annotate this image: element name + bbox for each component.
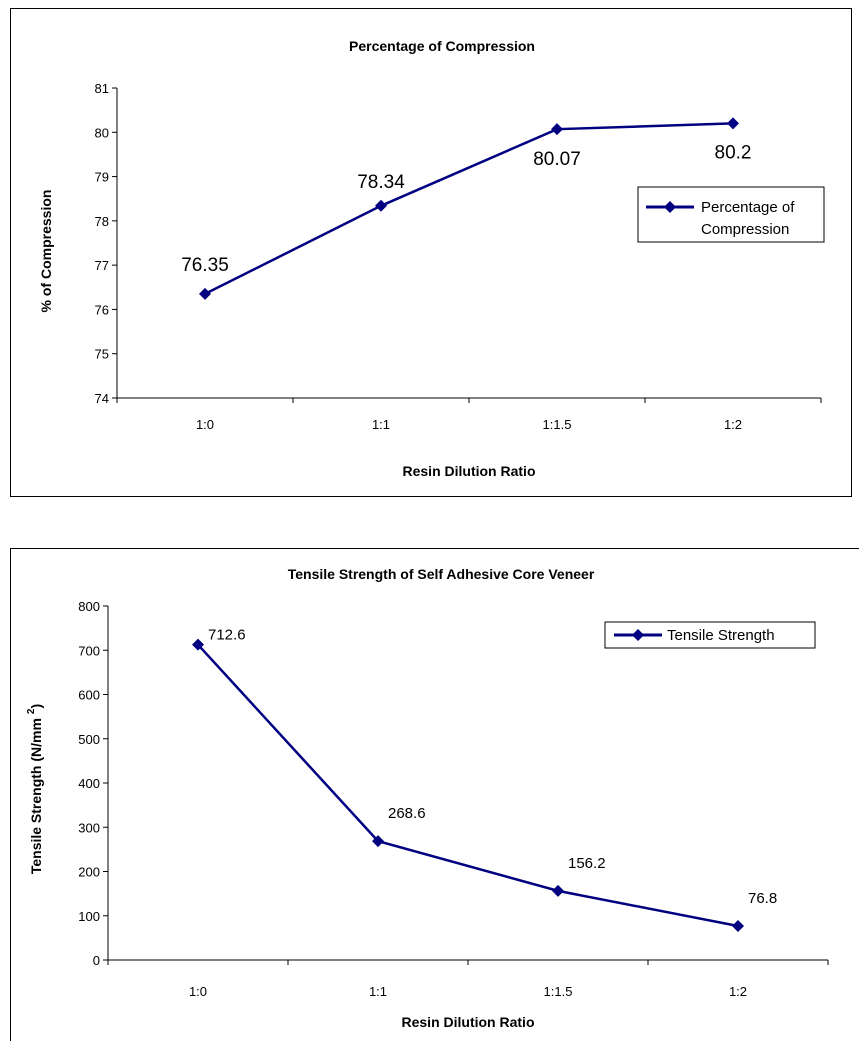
data-point [552,884,564,897]
data-point [192,638,204,651]
data-label: 80.2 [715,142,752,163]
legend-text-line-2: Compression [701,221,789,238]
y-axis-label-superscript: 2 [26,708,37,714]
y-tick-label: 74 [95,391,109,406]
legend-box [604,621,816,649]
x-tick-label: 1:1.5 [544,984,573,999]
x-tick-label: 1:1.5 [543,417,572,432]
y-axis-label: % of Compression [38,190,54,313]
x-tick-label: 1:0 [189,984,207,999]
y-tick-label: 300 [78,820,100,835]
x-tick-label: 1:0 [196,417,214,432]
y-tick-label: 75 [95,347,109,362]
x-tick-label: 1:1 [372,417,390,432]
y-tick-label: 81 [95,81,109,96]
compression-chart: Percentage of Compression Resin Dilution… [10,8,852,497]
data-point [551,123,563,136]
y-tick-label: 100 [78,909,100,924]
legend: Tensile Strength [604,621,816,649]
y-tick-label: 76 [95,302,109,317]
tensile-strength-chart: Tensile Strength of Self Adhesive Core V… [10,548,859,1041]
data-label: 268.6 [388,805,426,822]
y-tick-label: 80 [95,125,109,140]
x-tick-label: 1:1 [369,984,387,999]
y-tick-label: 200 [78,865,100,880]
data-point [375,199,387,212]
data-label: 712.6 [208,627,246,644]
y-axis-label-close: ) [28,704,44,709]
y-tick-label: 0 [93,953,100,968]
legend: Percentage of Compression [637,186,825,243]
y-axis-label: Tensile Strength (N/mm 2) [26,704,44,874]
y-tick-label: 700 [78,643,100,658]
data-point [727,117,739,130]
legend-text: Tensile Strength [667,627,775,644]
x-tick-label: 1:2 [729,984,747,999]
y-tick-label: 500 [78,732,100,747]
y-tick-label: 77 [95,258,109,273]
data-label: 80.07 [533,149,581,170]
x-tick-label: 1:2 [724,417,742,432]
data-label: 76.35 [181,255,229,276]
y-tick-label: 78 [95,214,109,229]
tensile-strength-chart-svg: Tensile Strength of Self Adhesive Core V… [26,566,829,1030]
data-point [732,920,744,933]
data-label: 156.2 [568,855,606,872]
x-axis-label: Resin Dilution Ratio [402,1014,535,1030]
data-point [372,835,384,848]
compression-chart-svg: Percentage of Compression Resin Dilution… [38,38,825,479]
x-axis-label: Resin Dilution Ratio [403,463,536,479]
series-line [197,643,739,928]
data-label: 76.8 [748,890,777,907]
y-tick-label: 600 [78,688,100,703]
data-label: 78.34 [357,172,405,193]
chart-title: Tensile Strength of Self Adhesive Core V… [288,566,595,582]
y-axis-label-main: Tensile Strength (N/mm [28,718,44,874]
y-tick-label: 400 [78,776,100,791]
legend-box [637,186,825,243]
y-tick-label: 800 [78,599,100,614]
y-tick-label: 79 [95,170,109,185]
series-line [204,122,734,296]
legend-marker [664,201,676,213]
data-point [199,287,211,300]
legend-text-line-1: Percentage of [701,199,795,216]
legend-marker [632,629,644,641]
chart-title: Percentage of Compression [349,38,535,54]
